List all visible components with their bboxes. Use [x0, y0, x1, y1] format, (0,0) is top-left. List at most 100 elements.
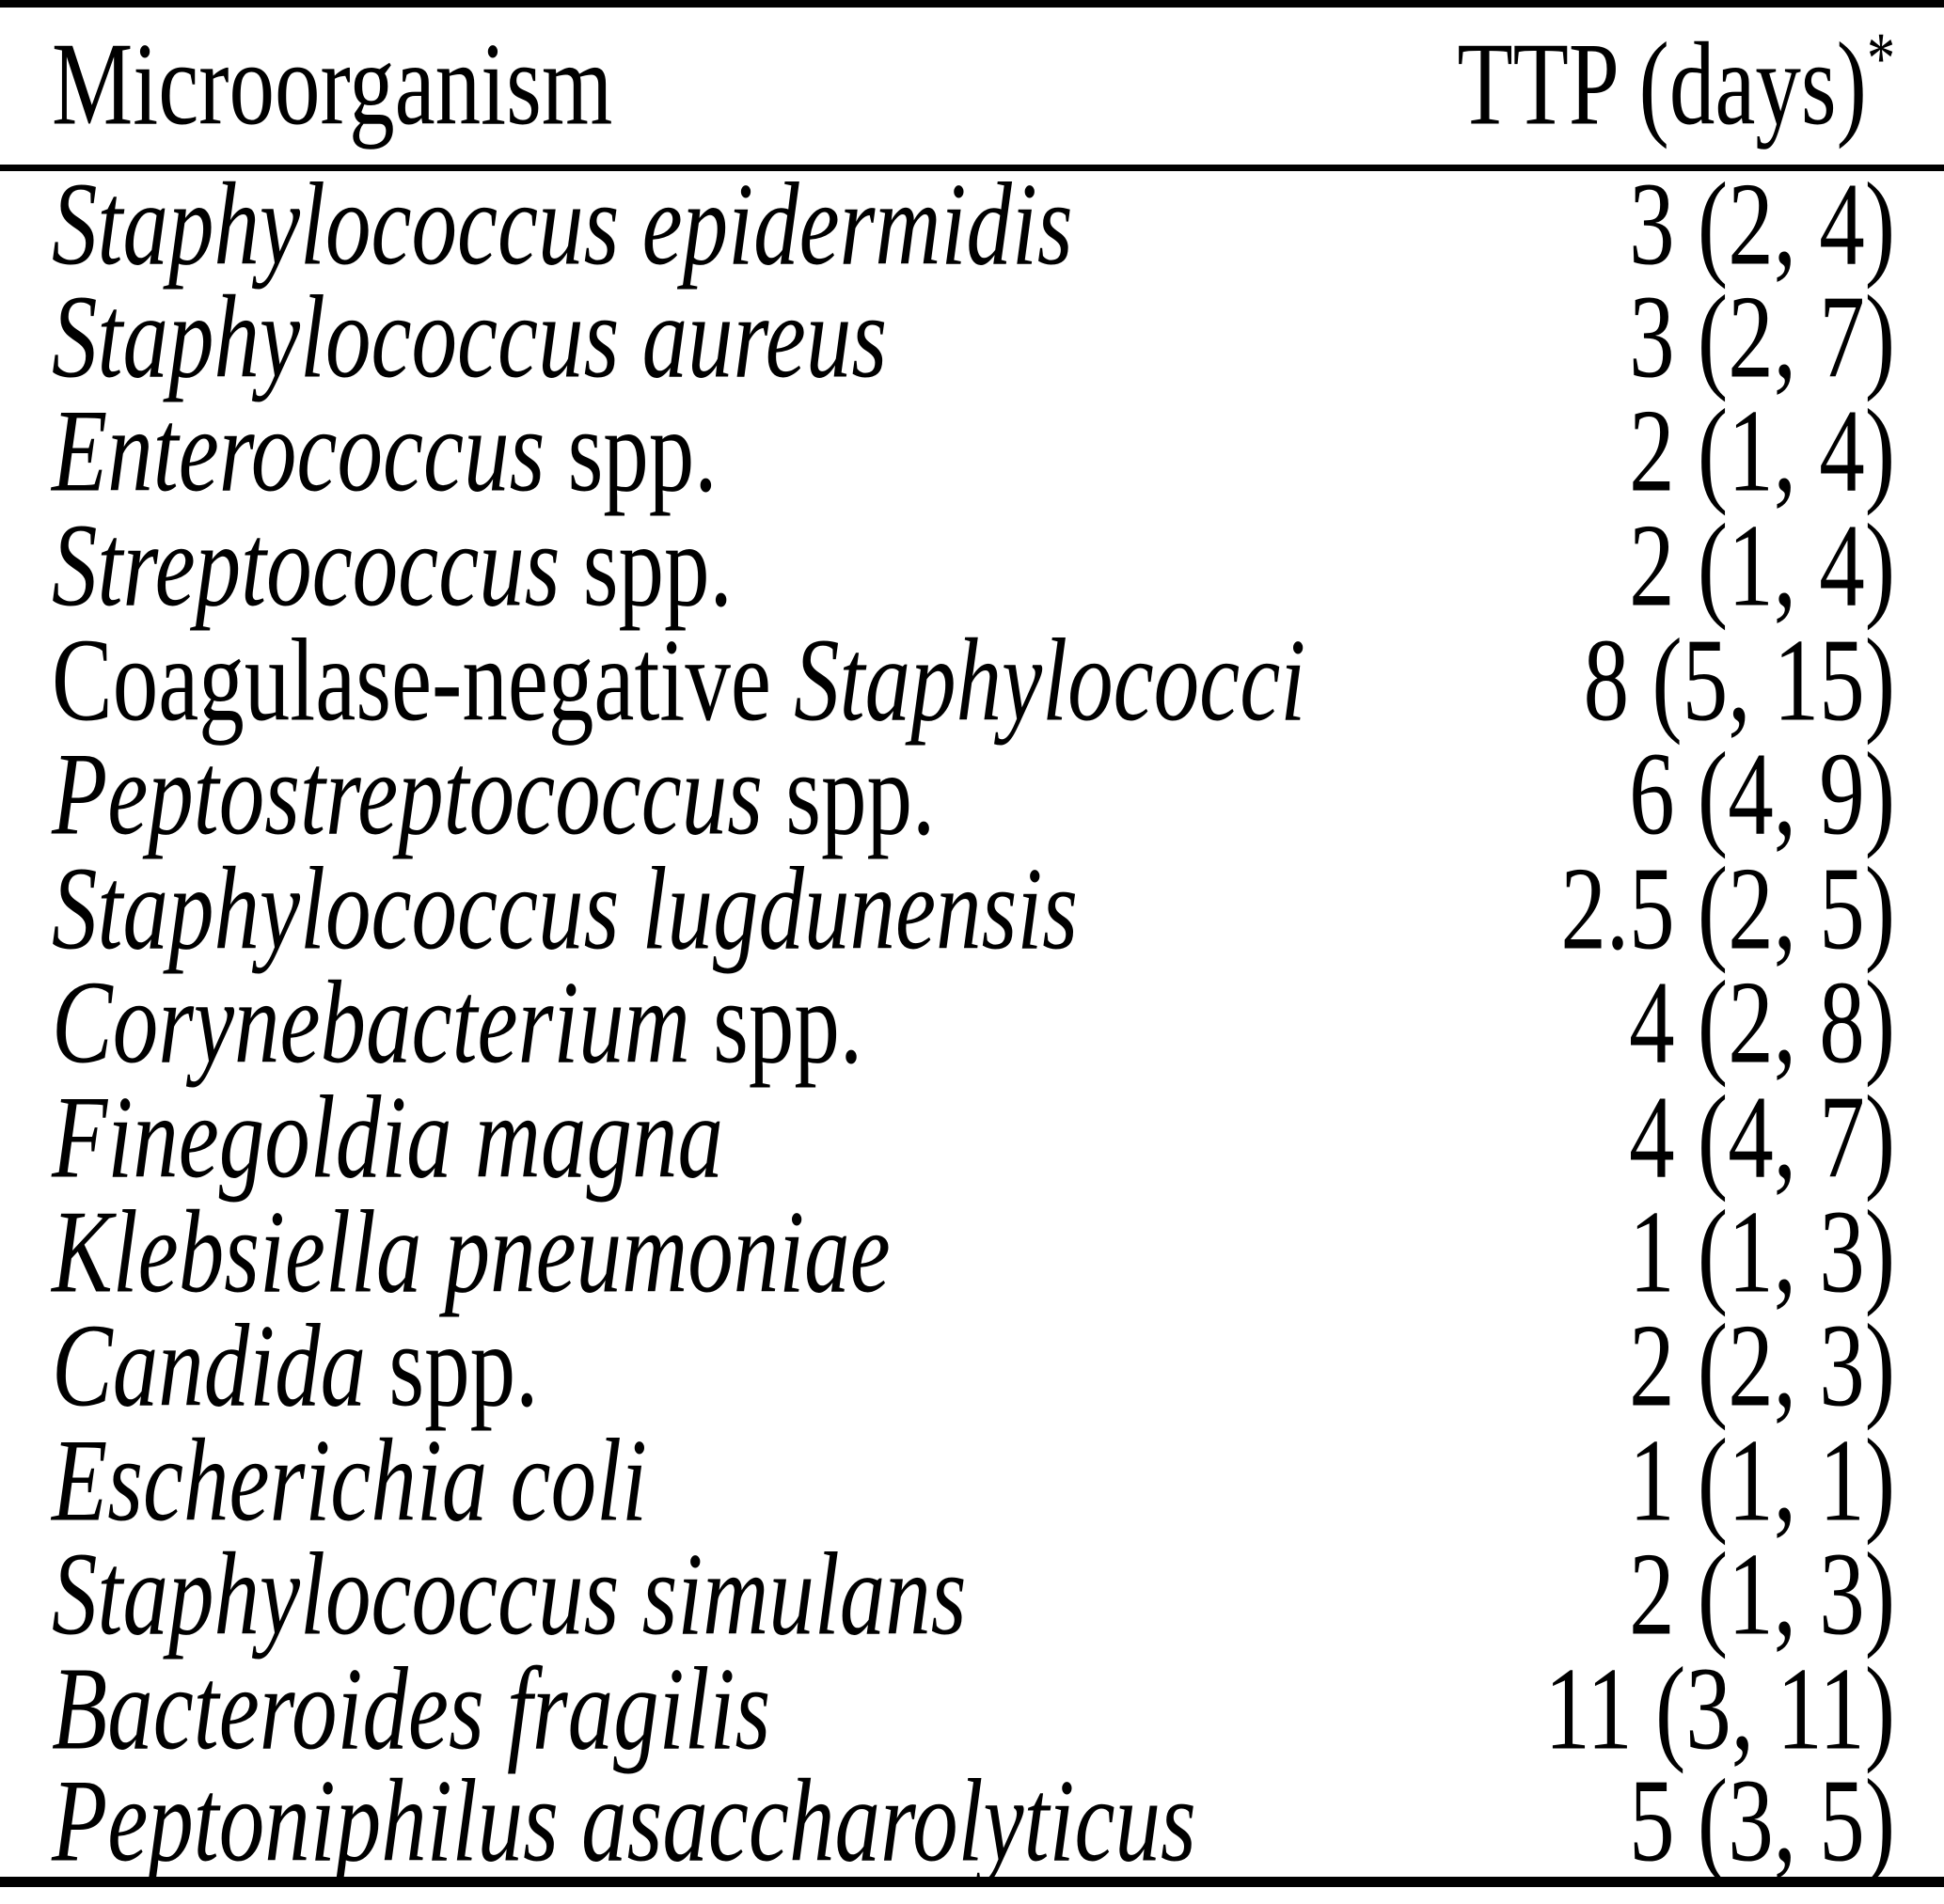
ttp-cell: 11 (3, 11) — [1293, 1649, 1944, 1769]
microorganism-cell: Staphylococcus epidermidis — [0, 165, 1293, 283]
microorganism-cell: Peptoniphilus asaccharolyticus — [0, 1761, 1293, 1882]
taxon-name-italic: Staphylococcus simulans — [52, 1529, 967, 1660]
taxon-name-italic: Peptoniphilus asaccharolyticus — [52, 1755, 1196, 1886]
ttp-cell: 2 (1, 4) — [1293, 392, 1944, 511]
taxon-name-italic: Streptococcus — [52, 499, 561, 631]
table-row: Klebsiella pneumoniae 1 (1, 3) — [0, 1192, 1944, 1311]
microorganism-cell: Peptostreptococcus spp. — [0, 734, 1293, 854]
microorganism-name: Klebsiella pneumoniae — [52, 1192, 891, 1311]
microorganism-name: Candida spp. — [52, 1306, 538, 1424]
taxon-name-roman: spp. — [689, 957, 863, 1089]
ttp-value: 2 (1, 4) — [1629, 386, 1895, 517]
taxon-name-roman: spp. — [545, 386, 718, 517]
taxon-name-italic: Enterococcus — [52, 386, 545, 517]
microorganism-cell: Staphylococcus simulans — [0, 1535, 1293, 1654]
ttp-cell: 2 (1, 3) — [1293, 1535, 1944, 1654]
table-row: Finegoldia magna 4 (4, 7) — [0, 1078, 1944, 1197]
microorganism-name: Staphylococcus epidermidis — [52, 165, 1073, 283]
col-header-ttp: TTP (days)* — [1293, 4, 1944, 167]
taxon-name-italic: Staphylococcus lugdunensis — [52, 842, 1079, 974]
microorganism-cell: Enterococcus spp. — [0, 392, 1293, 511]
microorganism-name: Escherichia coli — [52, 1421, 647, 1539]
table-row: Peptoniphilus asaccharolyticus 5 (3, 5) — [0, 1761, 1944, 1882]
microorganism-name: Peptostreptococcus spp. — [52, 734, 935, 853]
table-row: Staphylococcus epidermidis 3 (2, 4) — [0, 158, 1944, 290]
ttp-cell: 4 (4, 7) — [1293, 1078, 1944, 1197]
microorganism-name: Coagulase-negative Staphylococci — [52, 621, 1305, 739]
taxon-name-italic: Escherichia coli — [52, 1414, 648, 1546]
ttp-value: 6 (4, 9) — [1629, 728, 1895, 859]
header-row: Microorganism TTP (days)* — [0, 4, 1944, 167]
col-header-microorganism-label: Microorganism — [52, 18, 613, 149]
ttp-cell: 4 (2, 8) — [1293, 964, 1944, 1082]
ttp-cell: 3 (2, 4) — [1293, 158, 1944, 290]
table-row: Candida spp. 2 (2, 3) — [0, 1306, 1944, 1425]
ttp-value: 8 (5, 15) — [1583, 614, 1895, 746]
ttp-value: 2.5 (2, 5) — [1560, 842, 1895, 974]
microorganism-cell: Staphylococcus aureus — [0, 277, 1293, 397]
table-row: Corynebacterium spp. 4 (2, 8) — [0, 964, 1944, 1082]
ttp-cell: 3 (2, 7) — [1293, 277, 1944, 397]
taxon-name-italic: Peptostreptococcus — [52, 728, 764, 859]
ttp-value: 3 (2, 4) — [1629, 158, 1895, 290]
ttp-cell: 1 (1, 3) — [1293, 1192, 1944, 1311]
ttp-cell: 8 (5, 15) — [1293, 614, 1944, 746]
microorganism-cell: Escherichia coli — [0, 1421, 1293, 1540]
microorganism-cell: Corynebacterium spp. — [0, 964, 1293, 1082]
ttp-value: 1 (1, 1) — [1629, 1414, 1895, 1546]
ttp-value: 11 (3, 11) — [1544, 1643, 1895, 1774]
microorganism-cell: Streptococcus spp. — [0, 506, 1293, 625]
table-row: Staphylococcus lugdunensis 2.5 (2, 5) — [0, 849, 1944, 968]
taxon-name-roman: spp. — [763, 728, 936, 859]
col-header-microorganism: Microorganism — [0, 4, 1293, 167]
col-header-ttp-label: TTP (days)* — [1457, 17, 1895, 149]
microorganism-name: Staphylococcus lugdunensis — [52, 849, 1078, 968]
microorganism-cell: Bacteroides fragilis — [0, 1649, 1293, 1769]
table-row: Escherichia coli 1 (1, 1) — [0, 1421, 1944, 1540]
ttp-cell: 2 (1, 4) — [1293, 506, 1944, 625]
table-row: Peptostreptococcus spp. 6 (4, 9) — [0, 734, 1944, 854]
microorganism-name: Corynebacterium spp. — [52, 964, 862, 1082]
microorganism-cell: Coagulase-negative Staphylococci — [0, 621, 1305, 739]
ttp-value: 1 (1, 3) — [1629, 1186, 1895, 1317]
taxon-name-italic: Candida — [52, 1299, 367, 1431]
microorganism-cell: Staphylococcus lugdunensis — [0, 849, 1293, 968]
ttp-cell: 6 (4, 9) — [1293, 734, 1944, 854]
microorganism-cell: Finegoldia magna — [0, 1078, 1293, 1197]
taxon-name-italic: Staphylococcus aureus — [52, 271, 888, 402]
ttp-value: 4 (2, 8) — [1629, 957, 1895, 1089]
taxon-name-roman: Coagulase-negative — [52, 614, 795, 746]
ttp-value: 2 (1, 3) — [1629, 1529, 1895, 1660]
taxon-name-italic: Klebsiella pneumoniae — [52, 1186, 891, 1317]
table-row: Enterococcus spp. 2 (1, 4) — [0, 392, 1944, 511]
ttp-value: 4 (4, 7) — [1629, 1071, 1895, 1203]
table-row: Bacteroides fragilis 11 (3, 11) — [0, 1649, 1944, 1769]
taxon-name-roman: spp. — [560, 499, 733, 631]
microorganism-cell: Candida spp. — [0, 1306, 1293, 1425]
ttp-cell: 2.5 (2, 5) — [1293, 849, 1944, 968]
ttp-value: 2 (1, 4) — [1629, 499, 1895, 631]
ttp-value: 5 (3, 5) — [1629, 1755, 1895, 1886]
taxon-name-italic: Corynebacterium — [52, 957, 690, 1089]
table-row: Staphylococcus aureus 3 (2, 7) — [0, 277, 1944, 397]
microorganism-name: Staphylococcus simulans — [52, 1535, 967, 1654]
ttp-cell: 5 (3, 5) — [1293, 1761, 1944, 1882]
taxon-name-italic: Bacteroides fragilis — [52, 1643, 771, 1774]
ttp-value: 2 (2, 3) — [1629, 1299, 1895, 1431]
microorganism-name: Enterococcus spp. — [52, 392, 718, 511]
ttp-value: 3 (2, 7) — [1629, 271, 1895, 402]
table-row: Staphylococcus simulans 2 (1, 3) — [0, 1535, 1944, 1654]
taxon-name-italic: Finegoldia magna — [52, 1071, 723, 1203]
taxon-name-roman: spp. — [366, 1299, 539, 1431]
table-header: Microorganism TTP (days)* — [0, 4, 1944, 167]
table-body: Staphylococcus epidermidis 3 (2, 4) Staphy… — [0, 158, 1944, 1882]
taxon-name-italic: Staphylococci — [794, 614, 1306, 746]
microorganism-name: Streptococcus spp. — [52, 506, 733, 624]
footnote-asterisk: * — [1866, 17, 1895, 101]
table-row: Streptococcus spp. 2 (1, 4) — [0, 506, 1944, 625]
ttp-cell: 1 (1, 1) — [1293, 1421, 1944, 1540]
microorganism-name: Staphylococcus aureus — [52, 277, 887, 396]
table-row: Coagulase-negative Staphylococci 8 (5, 15… — [0, 614, 1944, 746]
